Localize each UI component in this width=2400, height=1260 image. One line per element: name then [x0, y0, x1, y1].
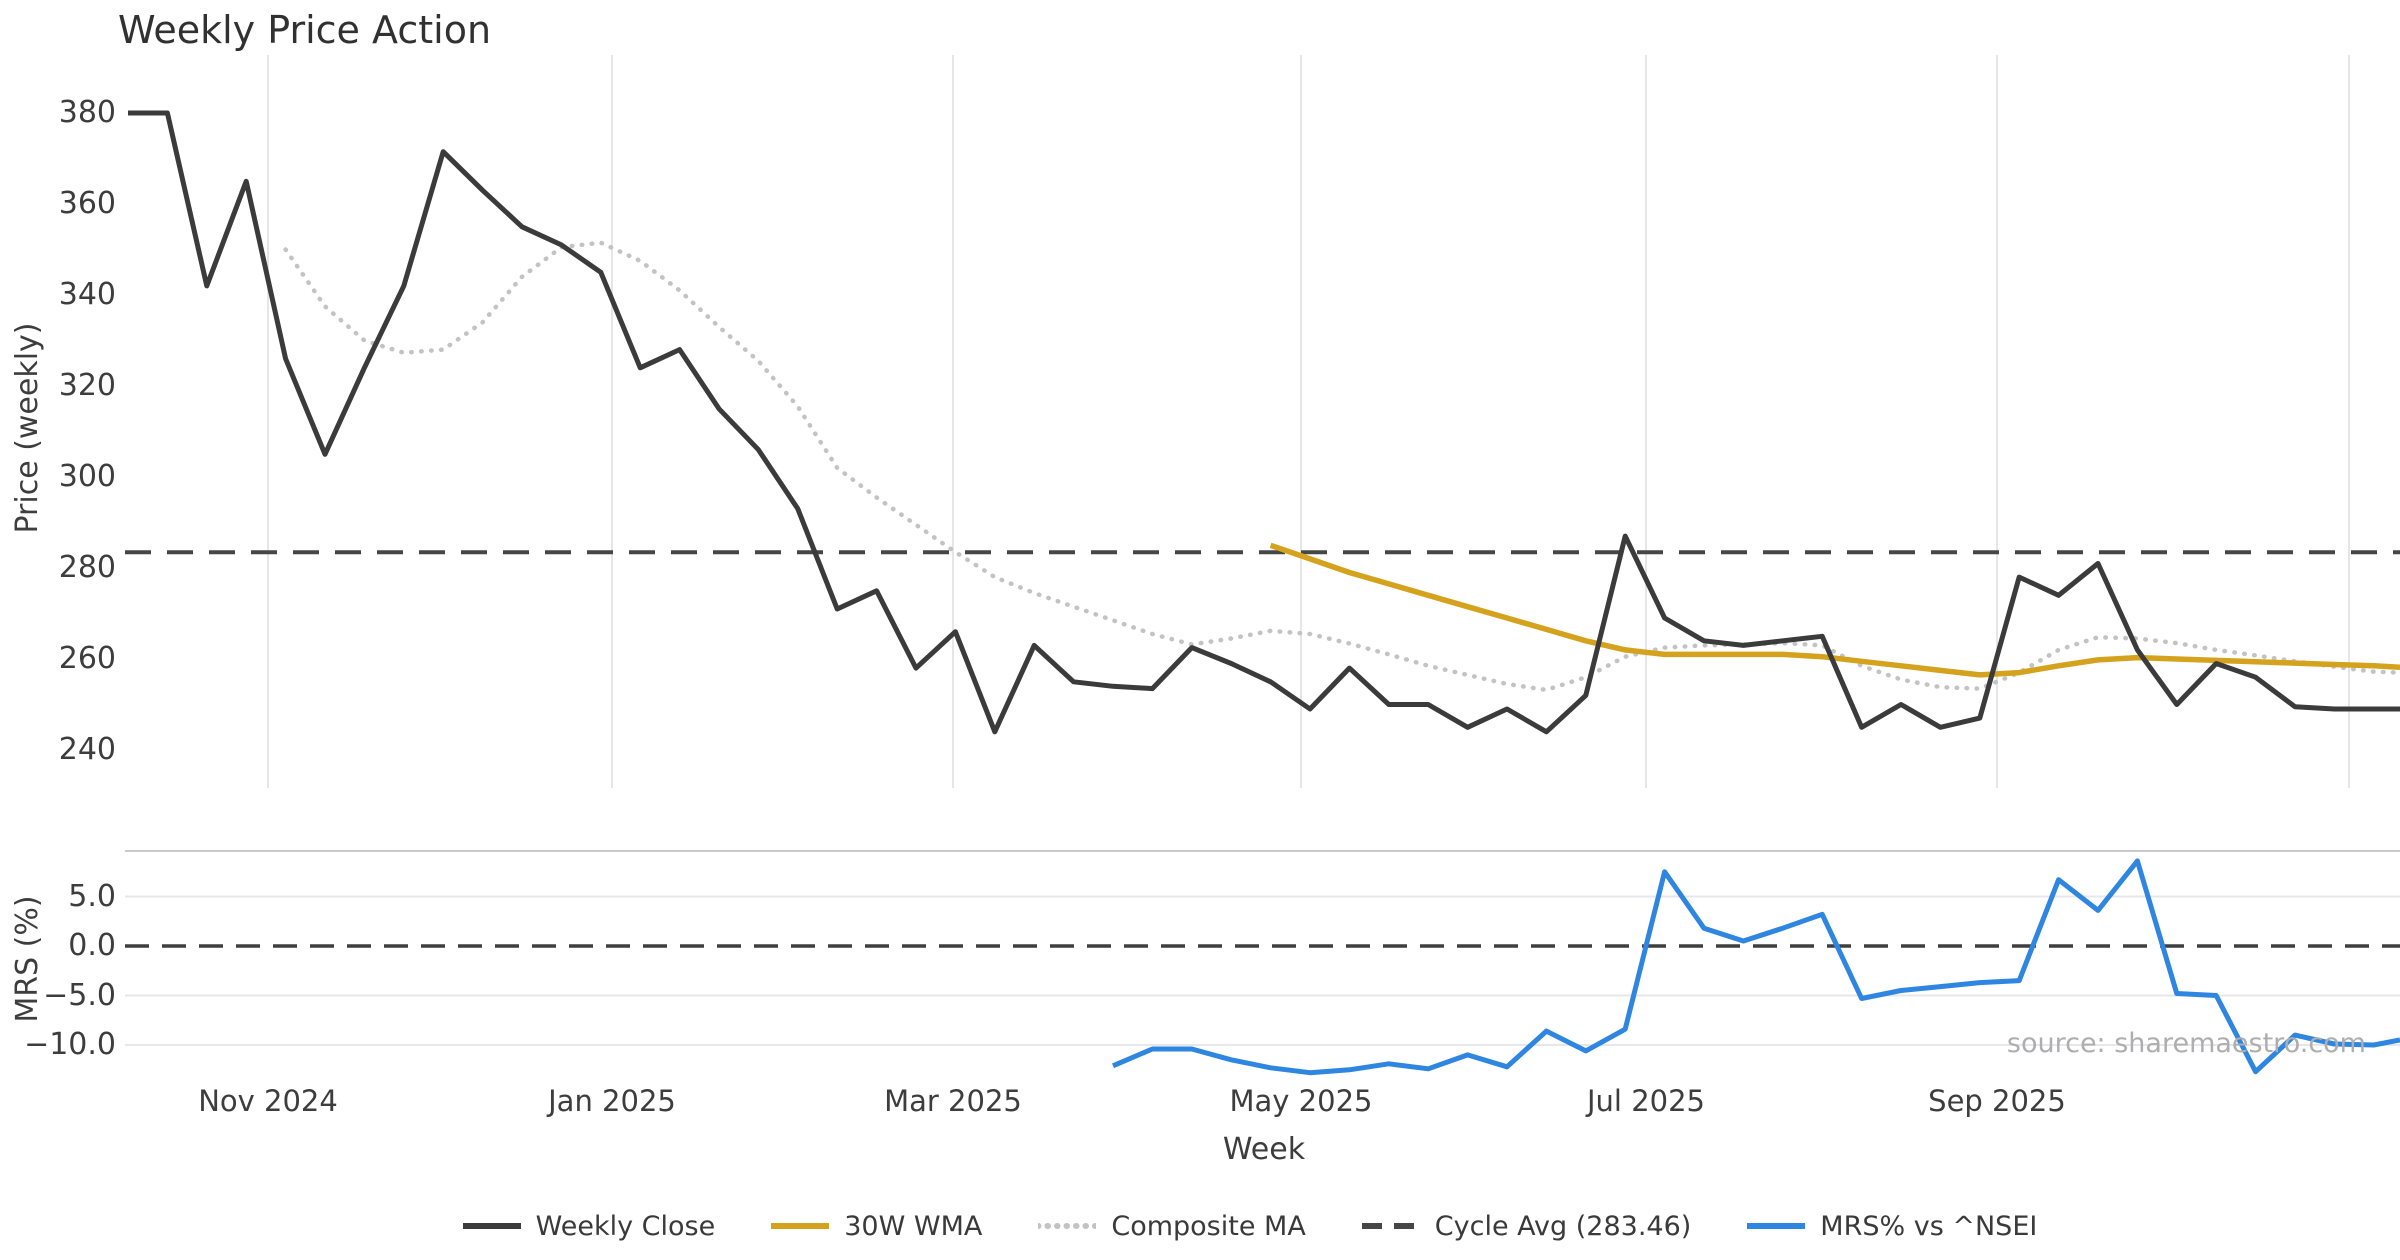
x-tick-label: Sep 2025 — [1928, 1084, 2066, 1118]
wma-line — [1269, 542, 2400, 678]
x-tick-label: Mar 2025 — [884, 1084, 1022, 1118]
legend-swatch-dotted-line — [1038, 1223, 1097, 1229]
legend: Weekly Close 30W WMA Composite MA Cycle Avg… — [100, 1200, 2400, 1252]
y-tick-label: 280 — [58, 550, 116, 585]
y-tick-label: 5.0 — [68, 878, 116, 914]
legend-label: Cycle Avg (283.46) — [1434, 1210, 1692, 1242]
y-tick-label: 320 — [58, 368, 116, 403]
legend-swatch-dashed-line — [1361, 1223, 1420, 1229]
x-tick-label: Jul 2025 — [1586, 1084, 1705, 1118]
legend-swatch-solid-line — [1747, 1223, 1806, 1229]
legend-label: Weekly Close — [535, 1210, 716, 1242]
x-axis-label: Week — [1222, 1132, 1306, 1167]
legend-label: 30W WMA — [844, 1210, 983, 1242]
x-tick-label: May 2025 — [1229, 1084, 1373, 1118]
y-tick-label: 380 — [58, 95, 116, 130]
weekly-close-line — [128, 110, 2400, 735]
legend-item: MRS% vs ^NSEI — [1747, 1211, 2037, 1242]
legend-item: Composite MA — [1038, 1210, 1306, 1242]
legend-label: MRS% vs ^NSEI — [1820, 1210, 2038, 1242]
y-tick-label: −10.0 — [24, 1027, 116, 1062]
source-watermark: source: sharemaestro.com — [2006, 1028, 2366, 1059]
legend-swatch-solid-line — [771, 1223, 830, 1229]
y-tick-label: 360 — [58, 186, 116, 221]
mrs-line — [1112, 858, 2400, 1076]
composite-ma-line — [283, 240, 2400, 693]
y-tick-label: 260 — [58, 641, 116, 676]
y-tick-label: 300 — [58, 459, 116, 494]
y-tick-label: −5.0 — [43, 977, 116, 1013]
legend-item: 30W WMA — [771, 1211, 982, 1242]
y-tick-label: 0.0 — [68, 928, 116, 963]
x-tick-label: Nov 2024 — [198, 1084, 338, 1118]
chart-title: Weekly Price Action — [118, 8, 492, 52]
legend-item: Cycle Avg (283.46) — [1361, 1210, 1692, 1242]
legend-label: Composite MA — [1111, 1210, 1306, 1242]
legend-item: Weekly Close — [462, 1210, 716, 1242]
x-tick-label: Jan 2025 — [548, 1084, 676, 1118]
y-tick-label: 340 — [58, 277, 116, 312]
y-tick-label: 240 — [58, 732, 116, 767]
legend-swatch-solid-line — [462, 1223, 521, 1229]
